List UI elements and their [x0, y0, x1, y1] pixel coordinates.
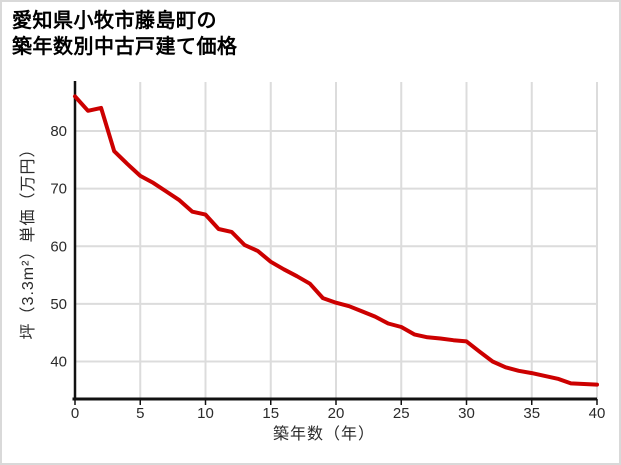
x-tick-label: 35	[523, 405, 540, 422]
x-tick-label: 40	[589, 405, 606, 422]
y-tick-label: 70	[50, 181, 67, 198]
x-tick-label: 5	[136, 405, 144, 422]
chart-title-line1: 愛知県小牧市藤島町の	[12, 10, 217, 32]
y-tick-label: 40	[50, 354, 67, 371]
x-tick-label: 20	[328, 405, 345, 422]
y-tick-label: 60	[50, 238, 67, 255]
x-tick-label: 30	[458, 405, 475, 422]
chart-title: 愛知県小牧市藤島町の 築年数別中古戸建て価格	[12, 8, 238, 61]
chart-title-line2: 築年数別中古戸建て価格	[12, 36, 238, 59]
price-line-series	[73, 94, 599, 387]
x-tick-label: 25	[393, 405, 410, 422]
x-axis-title: 築年数（年）	[272, 426, 376, 443]
y-tick-label: 50	[50, 296, 67, 313]
x-tick-label: 15	[262, 405, 279, 422]
x-tick-label: 0	[71, 405, 79, 422]
y-tick-label: 80	[50, 123, 67, 140]
x-tick-label: 10	[197, 405, 214, 422]
